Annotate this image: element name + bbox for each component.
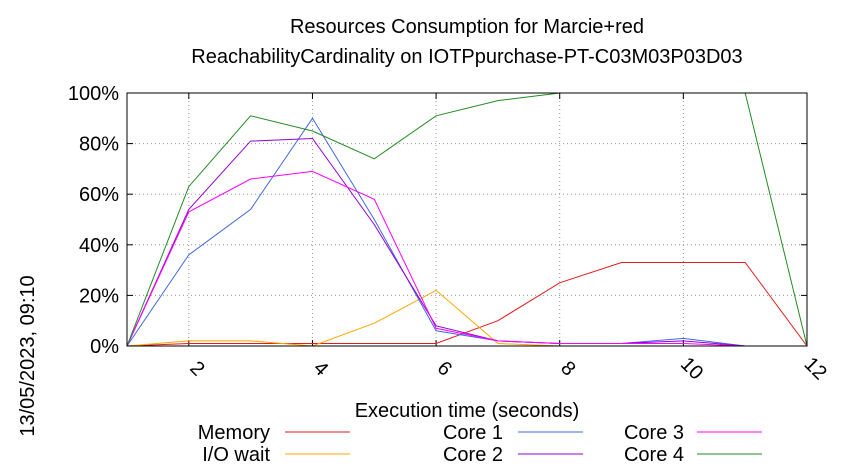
chart-title-line-2: ReachabilityCardinality on IOTPpurchase-…: [191, 46, 742, 68]
y-axis-ticks: 0% 20% 40% 60% 80% 100%: [68, 83, 807, 358]
series-lines: [126, 92, 808, 347]
series-line-core-1: [126, 117, 807, 347]
chart-title-line-1: Resources Consumption for Marcie+red: [290, 16, 644, 38]
legend-label: Core 1: [443, 422, 503, 444]
x-tick-label: 4: [309, 357, 332, 380]
x-tick-label: 2: [185, 357, 208, 380]
timestamp-label: 13/05/2023, 09:10: [17, 275, 39, 436]
legend-label: Core 2: [443, 444, 503, 466]
legend-label: Memory: [198, 422, 270, 444]
plot-frame: [126, 92, 808, 347]
series-line-core-4: [126, 92, 808, 347]
series-line-core-2: [126, 137, 807, 347]
x-axis-ticks: 2 4 6 8 10 12: [185, 93, 831, 384]
x-tick-label: 6: [433, 357, 456, 380]
legend-label: Core 4: [624, 444, 684, 466]
series-line-core-3: [126, 170, 807, 347]
y-tick-label: 0%: [90, 336, 119, 358]
legend-label: I/O wait: [202, 444, 270, 466]
y-tick-label: 100%: [68, 83, 119, 105]
x-tick-label: 10: [676, 353, 707, 384]
y-tick-label: 20%: [79, 285, 119, 307]
y-tick-label: 80%: [79, 134, 119, 156]
series-line-i-o-wait: [126, 289, 807, 347]
series-line-memory: [126, 262, 808, 347]
x-tick-label: 12: [800, 353, 831, 384]
x-tick-label: 8: [556, 357, 579, 380]
x-axis-label: Execution time (seconds): [355, 400, 580, 422]
y-tick-label: 40%: [79, 235, 119, 257]
grid-lines: [127, 93, 807, 346]
legend-label: Core 3: [624, 422, 684, 444]
y-tick-label: 60%: [79, 184, 119, 206]
